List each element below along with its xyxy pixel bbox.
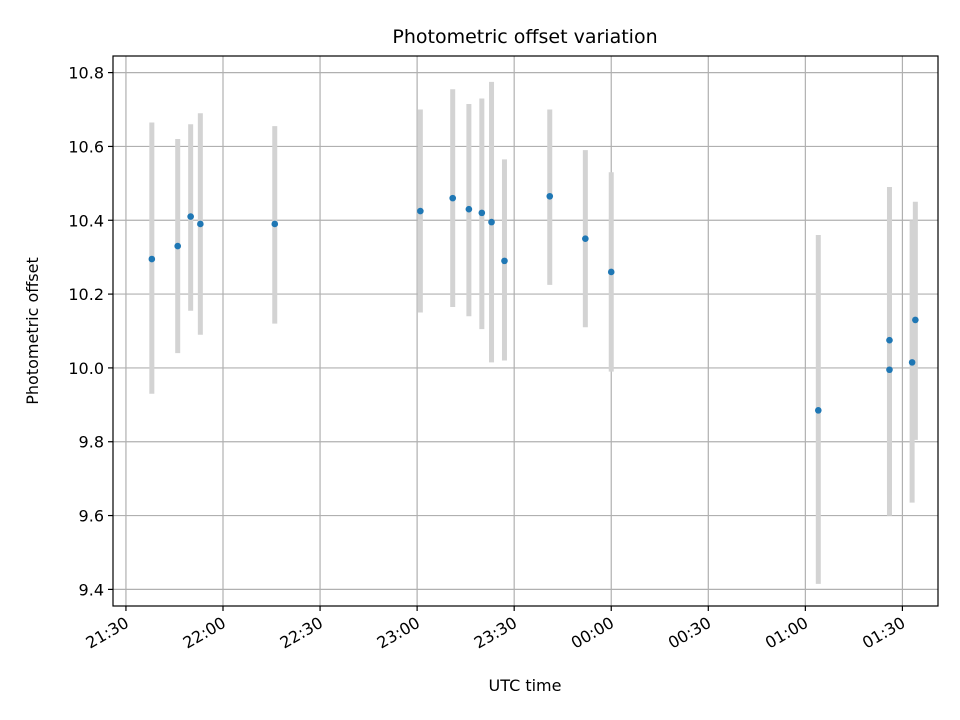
y-axis: 9.4 9.6 9.8 10.0 10.2 10.4 10.6 10.8 [68, 64, 113, 599]
data-point [488, 218, 495, 226]
data-point [148, 255, 156, 263]
data-point [449, 194, 457, 202]
data-point [546, 192, 554, 200]
y-tick-label: 9.4 [79, 580, 104, 599]
y-axis-title: Photometric offset [23, 257, 42, 405]
data-point [465, 205, 473, 213]
data-point [814, 407, 822, 414]
data-point [417, 207, 424, 215]
y-tick-label: 10.8 [68, 64, 104, 83]
data-point [174, 242, 182, 250]
plot-frame [112, 55, 939, 607]
data-point [187, 213, 194, 220]
data-point [478, 209, 486, 217]
x-axis-title: UTC time [489, 676, 562, 695]
y-tick-label: 10.2 [68, 285, 104, 304]
data-point [501, 257, 508, 265]
y-tick-label: 10.0 [68, 359, 104, 378]
y-tick-label: 10.4 [68, 211, 104, 230]
y-tick-label: 10.6 [68, 137, 104, 156]
y-tick-label: 9.6 [79, 507, 104, 526]
y-tick-label: 9.8 [79, 433, 104, 452]
grid [113, 56, 938, 606]
data-point [912, 316, 919, 324]
data-point [582, 235, 589, 243]
data-point [607, 268, 615, 276]
data-point [271, 220, 279, 228]
data-point [886, 336, 893, 344]
data-point [908, 359, 916, 366]
data-points [148, 192, 919, 414]
chart-title: Photometric offset variation [392, 26, 657, 48]
data-point [886, 366, 893, 374]
data-point [197, 220, 204, 228]
